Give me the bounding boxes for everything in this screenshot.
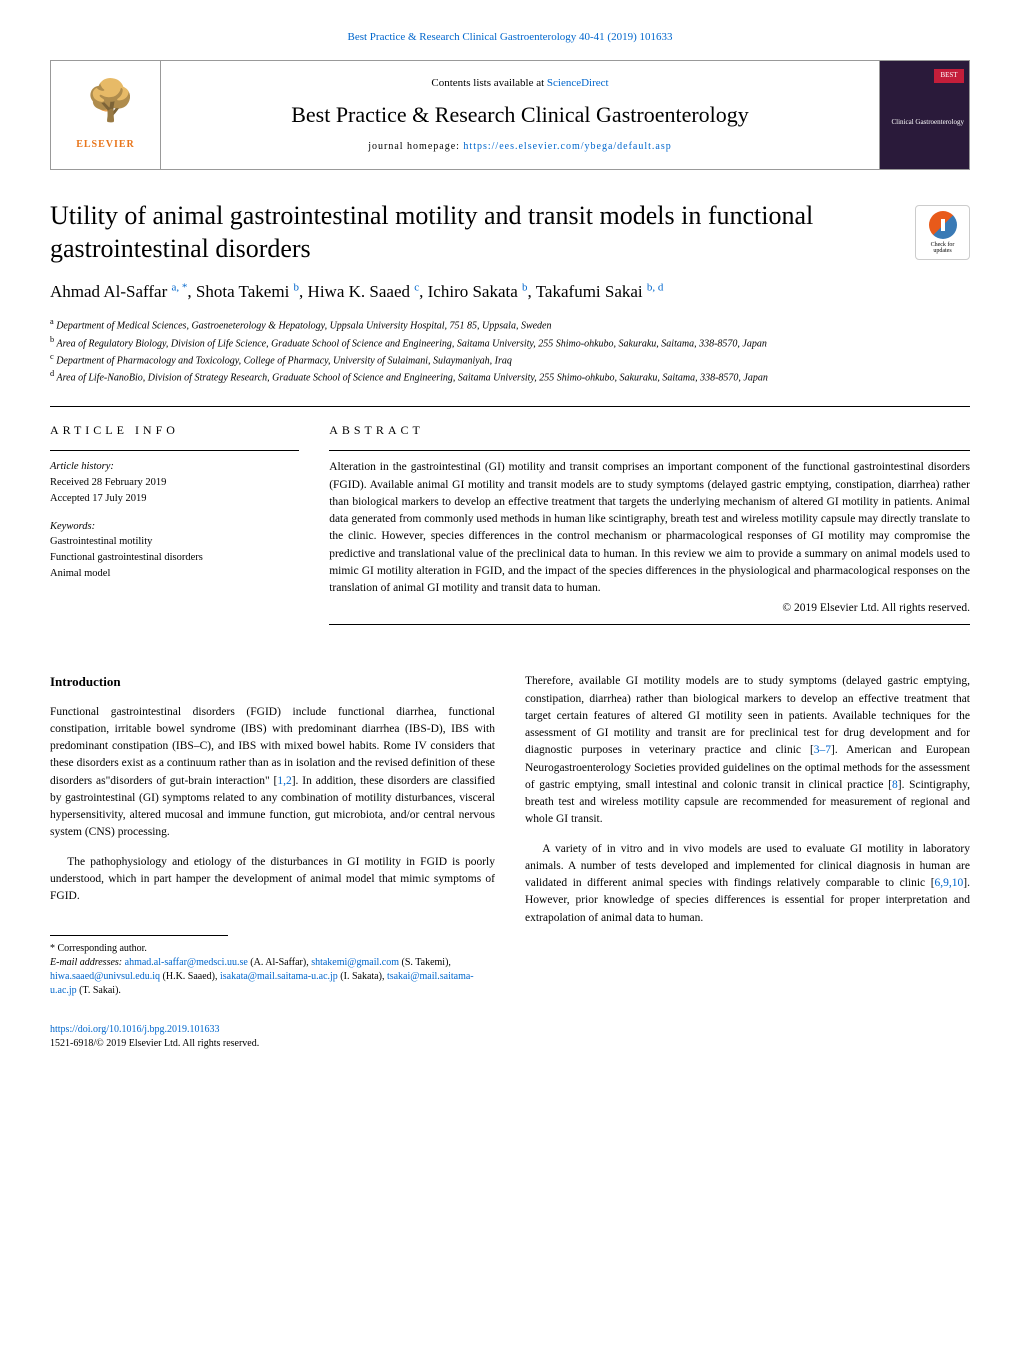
journal-cover-thumbnail: BEST Clinical Gastroenterology (879, 61, 969, 169)
authors-list: Ahmad Al-Saffar a, *, Shota Takemi b, Hi… (50, 280, 970, 304)
article-info-heading: ARTICLE INFO (50, 422, 299, 439)
contents-text: Contents lists available at (431, 77, 546, 89)
keyword-3: Animal model (50, 566, 299, 582)
affiliation-a-text: Department of Medical Sciences, Gastroen… (56, 321, 551, 332)
footnote-divider (50, 935, 228, 936)
elsevier-tree-icon (76, 78, 136, 138)
affiliation-b-text: Area of Regulatory Biology, Division of … (57, 338, 767, 349)
history-label: Article history: (50, 459, 299, 475)
keyword-2: Functional gastrointestinal disorders (50, 550, 299, 566)
banner-center: Contents lists available at ScienceDirec… (161, 66, 879, 164)
journal-banner: ELSEVIER Contents lists available at Sci… (50, 60, 970, 170)
abstract-section: ABSTRACT Alteration in the gastrointesti… (329, 422, 970, 634)
title-row: Utility of animal gastrointestinal motil… (50, 200, 970, 265)
divider (50, 406, 970, 407)
homepage-line: journal homepage: https://ees.elsevier.c… (171, 140, 869, 154)
contents-available: Contents lists available at ScienceDirec… (171, 76, 869, 91)
article-title: Utility of animal gastrointestinal motil… (50, 200, 895, 265)
elsevier-label: ELSEVIER (76, 138, 135, 152)
abstract-copyright: © 2019 Elsevier Ltd. All rights reserved… (329, 600, 970, 616)
check-updates-badge[interactable]: Check for updates (915, 205, 970, 260)
check-updates-text: Check for updates (931, 242, 955, 254)
right-column: Therefore, available GI motility models … (525, 673, 970, 998)
journal-name: Best Practice & Research Clinical Gastro… (171, 100, 869, 131)
affiliations: a Department of Medical Sciences, Gastro… (50, 316, 970, 385)
intro-p1: Functional gastrointestinal disorders (F… (50, 704, 495, 842)
accepted-date: Accepted 17 July 2019 (50, 491, 299, 507)
affiliation-c-text: Department of Pharmacology and Toxicolog… (56, 355, 512, 366)
abstract-bottom-divider (329, 624, 970, 625)
intro-p2: The pathophysiology and etiology of the … (50, 854, 495, 906)
elsevier-logo: ELSEVIER (51, 61, 161, 169)
email-addresses: E-mail addresses: ahmad.al-saffar@medsci… (50, 956, 495, 998)
cover-clinical-text: Clinical Gastroenterology (885, 118, 964, 126)
homepage-url[interactable]: https://ees.elsevier.com/ybega/default.a… (463, 141, 671, 152)
affiliation-a: a Department of Medical Sciences, Gastro… (50, 316, 970, 333)
right-p1: Therefore, available GI motility models … (525, 673, 970, 828)
keywords-block: Keywords: Gastrointestinal motility Func… (50, 519, 299, 582)
info-divider (50, 450, 299, 451)
right-p2: A variety of in vitro and in vivo models… (525, 841, 970, 927)
cover-best-badge: BEST (934, 69, 964, 83)
received-date: Received 28 February 2019 (50, 475, 299, 491)
abstract-heading: ABSTRACT (329, 422, 970, 439)
homepage-label: journal homepage: (368, 141, 463, 152)
issn-copyright: 1521-6918/© 2019 Elsevier Ltd. All right… (50, 1037, 970, 1051)
affiliation-c: c Department of Pharmacology and Toxicol… (50, 351, 970, 368)
history-block: Article history: Received 28 February 20… (50, 459, 299, 506)
abstract-text: Alteration in the gastrointestinal (GI) … (329, 459, 970, 597)
left-column: Introduction Functional gastrointestinal… (50, 673, 495, 998)
intro-heading: Introduction (50, 673, 495, 691)
keywords-label: Keywords: (50, 519, 299, 535)
issue-reference[interactable]: Best Practice & Research Clinical Gastro… (50, 30, 970, 45)
body-columns: Introduction Functional gastrointestinal… (50, 673, 970, 998)
article-info: ARTICLE INFO Article history: Received 2… (50, 422, 299, 634)
sciencedirect-link[interactable]: ScienceDirect (547, 77, 609, 89)
affiliation-d: d Area of Life-NanoBio, Division of Stra… (50, 368, 970, 385)
doi-link[interactable]: https://doi.org/10.1016/j.bpg.2019.10163… (50, 1024, 220, 1035)
info-abstract-row: ARTICLE INFO Article history: Received 2… (50, 422, 970, 634)
abstract-divider (329, 450, 970, 451)
keyword-1: Gastrointestinal motility (50, 534, 299, 550)
corresponding-author: * Corresponding author. (50, 942, 495, 956)
crossmark-icon (929, 211, 957, 239)
check-updates-line2: updates (933, 248, 951, 254)
footer: https://doi.org/10.1016/j.bpg.2019.10163… (50, 1023, 970, 1051)
affiliation-b: b Area of Regulatory Biology, Division o… (50, 334, 970, 351)
affiliation-d-text: Area of Life-NanoBio, Division of Strate… (57, 373, 768, 384)
footnote: * Corresponding author. E-mail addresses… (50, 942, 495, 998)
